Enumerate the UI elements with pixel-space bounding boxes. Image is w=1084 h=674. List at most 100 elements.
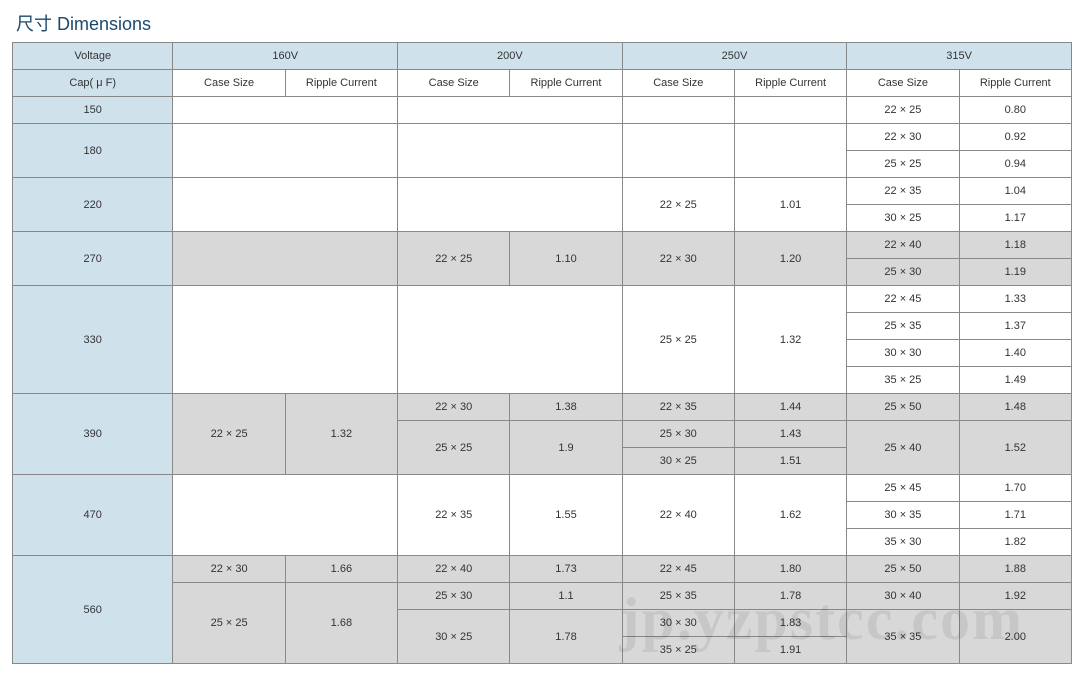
- cell: 22 × 30: [847, 124, 959, 151]
- cell: 1.83: [734, 610, 846, 637]
- cell: 1.80: [734, 556, 846, 583]
- cell: 25 × 25: [398, 421, 510, 475]
- cell: [173, 232, 398, 286]
- cap-180: 180: [13, 124, 173, 178]
- cell: 30 × 30: [847, 340, 959, 367]
- cell: 22 × 40: [847, 232, 959, 259]
- cell: 0.80: [959, 97, 1071, 124]
- hdr-ripple: Ripple Current: [959, 70, 1071, 97]
- cell: 1.37: [959, 313, 1071, 340]
- cell: [734, 97, 846, 124]
- cell: [398, 97, 623, 124]
- cap-330: 330: [13, 286, 173, 394]
- hdr-case-size: Case Size: [847, 70, 959, 97]
- cap-390: 390: [13, 394, 173, 475]
- cell: 22 × 25: [173, 394, 285, 475]
- cell: 1.40: [959, 340, 1071, 367]
- hdr-case-size: Case Size: [622, 70, 734, 97]
- cell: 22 × 40: [622, 475, 734, 556]
- cell: 35 × 30: [847, 529, 959, 556]
- cell: 1.9: [510, 421, 622, 475]
- cell: 22 × 25: [622, 178, 734, 232]
- cell: 30 × 25: [847, 205, 959, 232]
- cell: [398, 286, 623, 394]
- cell: [173, 286, 398, 394]
- cell: 1.10: [510, 232, 622, 286]
- cell: 1.51: [734, 448, 846, 475]
- hdr-ripple: Ripple Current: [285, 70, 397, 97]
- cell: [173, 124, 398, 178]
- cell: 1.73: [510, 556, 622, 583]
- cell: 1.68: [285, 583, 397, 664]
- cell: 1.43: [734, 421, 846, 448]
- dimensions-table: Voltage 160V 200V 250V 315V Cap( μ F) Ca…: [12, 42, 1072, 664]
- cap-560: 560: [13, 556, 173, 664]
- hdr-case-size: Case Size: [173, 70, 285, 97]
- cell: 1.01: [734, 178, 846, 232]
- cell: 25 × 35: [622, 583, 734, 610]
- cell: 1.32: [285, 394, 397, 475]
- cell: 22 × 30: [398, 394, 510, 421]
- cell: 1.04: [959, 178, 1071, 205]
- cell: [622, 124, 734, 178]
- hdr-ripple: Ripple Current: [734, 70, 846, 97]
- cell: [173, 97, 398, 124]
- cell: 25 × 25: [622, 286, 734, 394]
- cell: 1.17: [959, 205, 1071, 232]
- cell: 25 × 25: [847, 151, 959, 178]
- cell: 1.91: [734, 637, 846, 664]
- cap-150: 150: [13, 97, 173, 124]
- cell: 1.66: [285, 556, 397, 583]
- cell: 25 × 50: [847, 394, 959, 421]
- cell: [398, 124, 623, 178]
- cell: 1.18: [959, 232, 1071, 259]
- cell: 1.44: [734, 394, 846, 421]
- cell: 30 × 35: [847, 502, 959, 529]
- cell: 22 × 45: [847, 286, 959, 313]
- cell: 1.52: [959, 421, 1071, 475]
- cell: [734, 124, 846, 178]
- hdr-315v: 315V: [847, 43, 1072, 70]
- hdr-case-size: Case Size: [398, 70, 510, 97]
- cell: 30 × 30: [622, 610, 734, 637]
- cell: 2.00: [959, 610, 1071, 664]
- cap-220: 220: [13, 178, 173, 232]
- cell: 22 × 35: [622, 394, 734, 421]
- cell: 35 × 25: [847, 367, 959, 394]
- cell: 1.1: [510, 583, 622, 610]
- cell: 22 × 40: [398, 556, 510, 583]
- hdr-250v: 250V: [622, 43, 847, 70]
- cell: 1.38: [510, 394, 622, 421]
- cell: 1.55: [510, 475, 622, 556]
- cell: [398, 178, 623, 232]
- cell: 25 × 25: [173, 583, 285, 664]
- cell: 1.78: [510, 610, 622, 664]
- cell: 22 × 35: [398, 475, 510, 556]
- cell: 25 × 30: [847, 259, 959, 286]
- cell: 1.92: [959, 583, 1071, 610]
- cell: 25 × 50: [847, 556, 959, 583]
- cell: [173, 475, 398, 556]
- hdr-160v: 160V: [173, 43, 398, 70]
- hdr-voltage: Voltage: [13, 43, 173, 70]
- cell: 1.49: [959, 367, 1071, 394]
- cell: 1.62: [734, 475, 846, 556]
- cell: 1.20: [734, 232, 846, 286]
- hdr-cap: Cap( μ F): [13, 70, 173, 97]
- cell: 22 × 45: [622, 556, 734, 583]
- cap-270: 270: [13, 232, 173, 286]
- cell: 1.88: [959, 556, 1071, 583]
- cell: 22 × 25: [847, 97, 959, 124]
- cell: 25 × 30: [398, 583, 510, 610]
- hdr-200v: 200V: [398, 43, 623, 70]
- cell: 1.71: [959, 502, 1071, 529]
- cell: 22 × 30: [622, 232, 734, 286]
- cell: 30 × 40: [847, 583, 959, 610]
- cell: 1.82: [959, 529, 1071, 556]
- cell: 1.70: [959, 475, 1071, 502]
- cell: 30 × 25: [398, 610, 510, 664]
- cell: 22 × 35: [847, 178, 959, 205]
- page-title: 尺寸 Dimensions: [12, 10, 1072, 36]
- cell: 35 × 25: [622, 637, 734, 664]
- cell: 22 × 30: [173, 556, 285, 583]
